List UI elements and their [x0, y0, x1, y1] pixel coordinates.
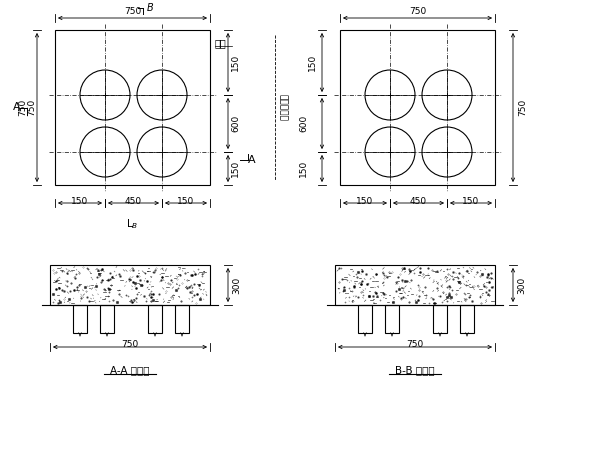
Text: L$_B$: L$_B$ [126, 217, 139, 231]
Text: 600: 600 [299, 115, 308, 132]
Text: 750: 750 [518, 99, 527, 116]
Bar [460, 305, 474, 333]
Bar [433, 305, 447, 333]
Text: 150: 150 [463, 197, 479, 206]
Text: 750: 750 [409, 7, 426, 16]
Bar [385, 305, 399, 333]
Text: 150: 150 [356, 197, 374, 206]
Bar [358, 305, 372, 333]
Text: 300: 300 [232, 276, 241, 294]
Text: 150: 150 [308, 54, 317, 71]
Text: A-A 断面图: A-A 断面图 [110, 365, 150, 375]
Bar [175, 305, 189, 333]
Text: 150: 150 [178, 197, 194, 206]
Bar [100, 305, 114, 333]
Text: 750: 750 [27, 99, 36, 116]
Text: 750: 750 [18, 99, 27, 116]
Text: A: A [248, 155, 256, 165]
Text: 600: 600 [231, 115, 240, 132]
Text: 450: 450 [125, 197, 142, 206]
Text: B: B [146, 3, 153, 13]
Text: 300: 300 [517, 276, 526, 294]
Text: 150: 150 [231, 160, 240, 177]
Text: 750: 750 [406, 340, 424, 349]
Bar [73, 305, 87, 333]
Bar [340, 30, 495, 185]
Text: 150: 150 [299, 160, 308, 177]
Text: 750: 750 [121, 340, 139, 349]
Text: 750: 750 [124, 7, 141, 16]
Bar [55, 30, 210, 185]
Text: 150: 150 [231, 54, 240, 71]
Text: A: A [13, 103, 21, 112]
Text: 450: 450 [410, 197, 427, 206]
Bar [148, 305, 162, 333]
Text: 路线设计线: 路线设计线 [278, 94, 287, 121]
Text: 下游: 下游 [215, 38, 227, 48]
Text: 150: 150 [71, 197, 89, 206]
Bar [335, 265, 495, 305]
Text: B-B 断面图: B-B 断面图 [395, 365, 435, 375]
Bar [50, 265, 210, 305]
